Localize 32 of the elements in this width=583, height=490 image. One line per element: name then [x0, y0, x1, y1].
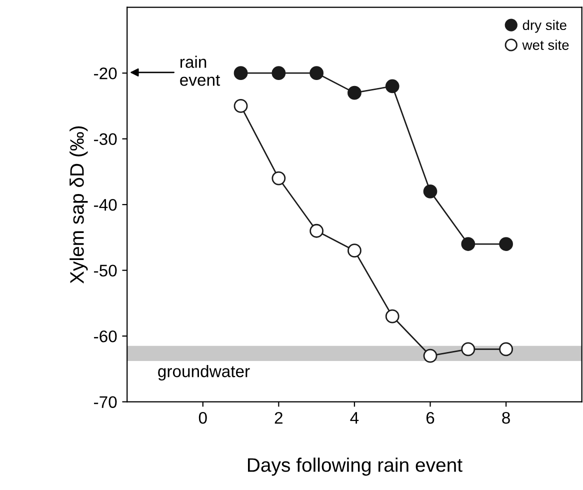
x-tick-label: 8 — [502, 412, 510, 424]
point — [385, 79, 400, 94]
y-tick-label: -30 — [94, 133, 117, 146]
point — [348, 86, 362, 100]
point — [348, 244, 362, 258]
y-tick-label: -60 — [94, 330, 117, 342]
point — [272, 171, 286, 186]
y-axis-title: Xylem sap δD (‰) — [70, 126, 88, 284]
x-tick-label: 6 — [426, 412, 434, 424]
y-tick-label: -50 — [94, 264, 117, 277]
x-axis-title: Days following rain event — [248, 458, 462, 476]
point — [385, 309, 400, 324]
point — [461, 342, 476, 356]
point — [310, 66, 324, 80]
x-tick-label: 4 — [350, 412, 359, 424]
legend-label: wet site — [522, 40, 569, 50]
legend-label: dry site — [522, 20, 566, 33]
x-tick-label: 2 — [274, 412, 282, 424]
point — [423, 348, 438, 363]
point — [461, 237, 476, 251]
point — [499, 237, 513, 251]
annotation: rain event — [180, 56, 220, 86]
point — [234, 66, 248, 80]
y-tick-label: -70 — [94, 396, 117, 408]
point — [310, 224, 324, 238]
point — [499, 342, 513, 356]
x-tick-label: 0 — [198, 412, 207, 424]
point — [423, 184, 438, 198]
point — [272, 66, 286, 80]
y-tick-label: -40 — [94, 198, 117, 211]
y-tick-label: -20 — [94, 67, 117, 80]
band-label: groundwater — [158, 364, 250, 381]
